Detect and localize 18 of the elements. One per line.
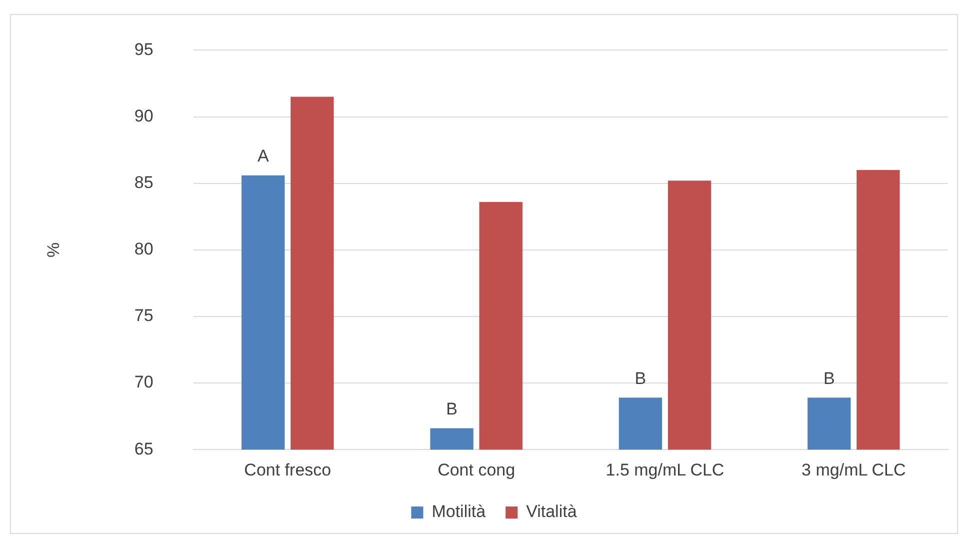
y-tick-label: 65 (134, 439, 154, 458)
y-tick-label: 75 (134, 306, 154, 326)
y-tick-label: 70 (134, 372, 154, 392)
y-tick-label: 95 (134, 40, 154, 59)
annotation: B (446, 399, 458, 418)
annotation: B (634, 368, 646, 388)
x-tick-label: Cont fresco (244, 460, 332, 480)
annotation: A (257, 146, 270, 166)
x-tick-label: 1.5 mg/mL CLC (606, 460, 724, 480)
y-axis-title: % (44, 242, 63, 258)
x-tick-label: Cont cong (438, 460, 516, 480)
x-tick-label: 3 mg/mL CLC (802, 460, 906, 480)
y-tick-label: 90 (134, 106, 154, 126)
annotation: B (823, 368, 835, 388)
legend-label: Vitalità (526, 502, 578, 522)
legend-label: Motilità (432, 502, 486, 522)
y-tick-label: 85 (134, 173, 154, 192)
y-tick-label: 80 (134, 240, 154, 259)
